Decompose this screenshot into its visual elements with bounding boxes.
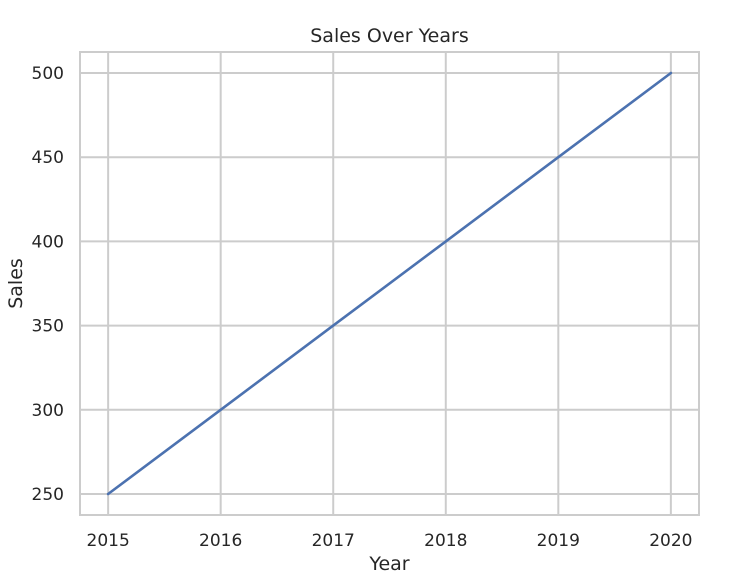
x-axis-label: Year xyxy=(368,553,409,572)
y-tick-label: 250 xyxy=(32,485,64,505)
y-tick-label: 400 xyxy=(32,232,64,252)
y-tick-label: 350 xyxy=(32,317,64,337)
y-axis-label: Sales xyxy=(5,258,27,309)
x-tick-label: 2019 xyxy=(537,531,580,551)
y-axis-ticks: 250 300 350 400 450 500 xyxy=(32,64,64,505)
x-tick-label: 2020 xyxy=(649,531,692,551)
x-tick-label: 2018 xyxy=(424,531,467,551)
chart-title: Sales Over Years xyxy=(310,25,468,47)
x-tick-label: 2015 xyxy=(87,531,130,551)
x-tick-label: 2016 xyxy=(199,531,242,551)
y-tick-label: 450 xyxy=(32,148,64,168)
x-tick-label: 2017 xyxy=(312,531,355,551)
grid xyxy=(80,52,699,515)
plot-area-frame xyxy=(79,51,700,516)
series-line xyxy=(106,71,673,496)
series-layer xyxy=(106,71,673,496)
y-tick-label: 300 xyxy=(32,401,64,421)
y-tick-label: 500 xyxy=(32,64,64,84)
x-axis-ticks: 2015 2016 2017 2018 2019 2020 xyxy=(87,531,693,551)
